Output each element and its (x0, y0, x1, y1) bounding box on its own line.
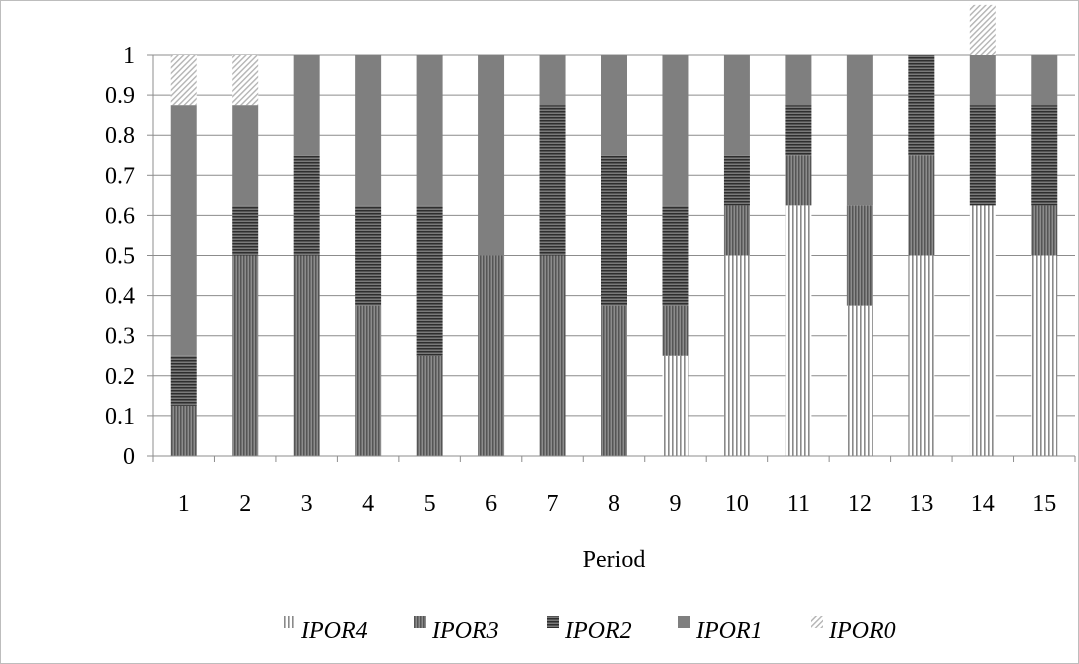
x-tick-label: 6 (485, 491, 497, 517)
bar-segment-ipor1-period-15 (1031, 55, 1058, 106)
x-tick-labels: 1 2 3 4 5 6 7 8 9 10 11 12 13 14 15 (178, 491, 1057, 517)
bar-segment-ipor2-period-2 (232, 205, 259, 256)
bar-segment-ipor3-period-8 (601, 305, 627, 456)
bar-segment-ipor1-period-6 (478, 55, 505, 256)
x-tick-label: 4 (362, 491, 374, 517)
y-tick-label: 0.9 (105, 83, 135, 109)
bar-segment-ipor3-period-4 (355, 305, 382, 456)
x-tick-label: 11 (787, 491, 810, 517)
bar-segment-ipor1-period-7 (539, 55, 566, 106)
x-tick-label: 10 (725, 491, 749, 517)
bar-segment-ipor3-period-2 (232, 255, 259, 456)
bar-segment-ipor1-period-4 (355, 55, 382, 206)
bar-segment-ipor1-period-2 (232, 105, 259, 206)
bar-segment-ipor4-period-15 (1031, 255, 1058, 456)
legend-label-ipor1: IPOR1 (695, 618, 763, 644)
legend-swatch-ipor2 (547, 616, 559, 628)
bar-segment-ipor3-period-3 (293, 255, 320, 456)
bar-segment-ipor1-period-12 (846, 55, 873, 206)
bar-segment-ipor2-period-5 (416, 205, 443, 356)
bar-segment-ipor1-period-8 (601, 55, 627, 156)
y-tick-label: 0.7 (105, 163, 135, 189)
bar-segment-ipor2-period-13 (908, 55, 935, 156)
bar-segment-ipor0-period-1 (170, 55, 197, 106)
bar-segment-ipor3-period-6 (478, 255, 505, 456)
legend-label-ipor0: IPOR0 (828, 618, 896, 644)
bar-segment-ipor1-period-14 (969, 55, 996, 106)
bar-segment-ipor2-period-8 (601, 155, 627, 306)
bar-segment-ipor0-period-14 (969, 4, 996, 55)
y-tick-labels: 0 0.1 0.2 0.3 0.4 0.5 0.6 0.7 0.8 0.9 1 (105, 43, 135, 470)
bar-segment-ipor4-period-13 (908, 255, 935, 456)
bar-segment-ipor4-period-11 (785, 205, 812, 456)
bars (170, 4, 1058, 456)
x-tick-label: 2 (239, 491, 251, 517)
bar-segment-ipor3-period-11 (785, 155, 812, 206)
bar-segment-ipor4-period-10 (723, 255, 750, 456)
x-tick-label: 8 (608, 491, 620, 517)
legend-swatch-ipor1 (678, 616, 690, 628)
y-tick-label: 0.2 (105, 364, 135, 390)
y-tick-label: 0.6 (105, 203, 135, 229)
bar-segment-ipor3-period-13 (908, 155, 935, 256)
legend-swatch-ipor4 (283, 616, 295, 628)
bar-segment-ipor3-period-9 (662, 305, 689, 356)
x-axis-label: Period (583, 547, 646, 573)
x-tick-label: 7 (547, 491, 559, 517)
x-tick-label: 12 (848, 491, 872, 517)
x-tick-label: 3 (301, 491, 313, 517)
x-tick-label: 1 (178, 491, 190, 517)
y-tick-label: 0.4 (105, 284, 135, 310)
bar-segment-ipor1-period-5 (416, 55, 443, 206)
axes (147, 54, 1076, 462)
bar-segment-ipor2-period-10 (723, 155, 750, 206)
bar-segment-ipor0-period-2 (232, 55, 259, 106)
x-tick-label: 5 (424, 491, 436, 517)
x-tick-label: 9 (669, 491, 681, 517)
bar-segment-ipor1-period-9 (662, 55, 689, 206)
bar-segment-ipor4-period-12 (846, 305, 873, 456)
y-tick-label: 0.5 (105, 244, 135, 270)
bar-segment-ipor3-period-10 (723, 205, 750, 256)
legend-swatch-ipor3 (414, 616, 426, 628)
bar-segment-ipor1-period-3 (293, 55, 320, 156)
bar-segment-ipor2-period-11 (785, 105, 812, 156)
y-tick-label: 1 (123, 43, 135, 69)
legend: IPOR4 IPOR3 IPOR2 IPOR1 IPOR0 (283, 616, 896, 644)
bar-segment-ipor4-period-9 (662, 355, 689, 456)
bar-segment-ipor3-period-12 (846, 205, 873, 306)
legend-label-ipor4: IPOR4 (300, 618, 368, 644)
bar-segment-ipor4-period-14 (969, 205, 996, 456)
y-tick-label: 0.8 (105, 123, 135, 149)
bar-segment-ipor3-period-15 (1031, 205, 1058, 256)
y-tick-label: 0 (123, 444, 135, 470)
bar-segment-ipor1-period-11 (785, 55, 812, 106)
y-tick-label: 0.1 (105, 404, 135, 430)
legend-label-ipor3: IPOR3 (431, 618, 499, 644)
bar-segment-ipor2-period-1 (170, 355, 197, 406)
x-tick-label: 13 (909, 491, 933, 517)
bar-segment-ipor2-period-7 (539, 105, 566, 256)
bar-segment-ipor3-period-1 (170, 405, 197, 456)
bar-segment-ipor1-period-1 (170, 105, 197, 356)
legend-swatch-ipor0 (811, 616, 823, 628)
bar-segment-ipor3-period-7 (539, 255, 566, 456)
bar-segment-ipor2-period-4 (355, 205, 382, 306)
y-tick-label: 0.3 (105, 324, 135, 350)
bar-segment-ipor2-period-15 (1031, 105, 1058, 206)
bar-segment-ipor2-period-9 (662, 205, 689, 306)
bar-segment-ipor2-period-14 (969, 105, 996, 206)
x-tick-label: 14 (971, 491, 995, 517)
x-tick-label: 15 (1032, 491, 1056, 517)
legend-label-ipor2: IPOR2 (564, 618, 632, 644)
bar-segment-ipor3-period-5 (416, 355, 443, 456)
bar-segment-ipor1-period-10 (723, 55, 750, 156)
bar-segment-ipor2-period-3 (293, 155, 320, 256)
